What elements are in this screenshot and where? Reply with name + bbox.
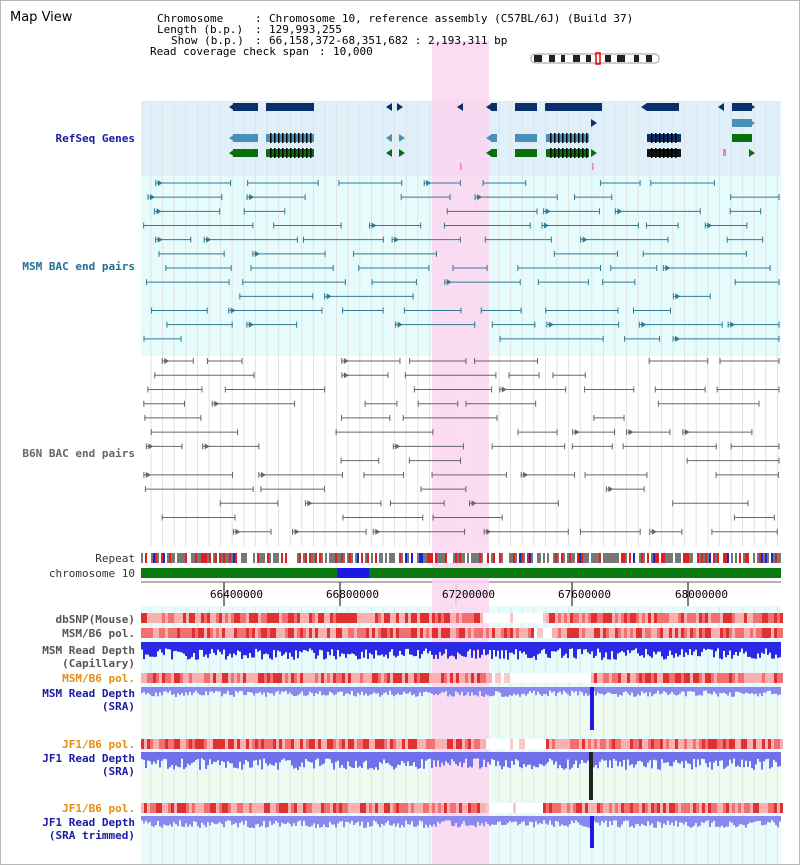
refseq-gene-track: [229, 103, 755, 170]
track-label-msm-depth-sra: MSM Read Depth: [42, 687, 135, 700]
gene-feature: [515, 103, 537, 111]
track-label-msm-b6-pol: MSM/B6 pol.: [62, 627, 135, 640]
track-label-jf1-depth-trim: JF1 Read Depth: [42, 816, 135, 829]
header-coverage-label: Read coverage check span: [150, 45, 309, 58]
ruler-tick-label: 67600000: [558, 588, 611, 601]
track-label-repeat: Repeat: [95, 552, 135, 565]
gene-feature: [233, 103, 258, 111]
gene-feature: [546, 103, 602, 111]
msm-bac-track: [143, 180, 780, 342]
header-length-value: 129,993,255: [269, 23, 342, 36]
header-chromosome-value: Chromosome 10, reference assembly (C57BL…: [269, 12, 634, 25]
gene-feature: [491, 149, 497, 157]
gene-feature: [732, 103, 752, 111]
track-label-msm-b6-pol-2: MSM/B6 pol.: [62, 672, 135, 685]
track-label-msm-depth-cap: MSM Read Depth: [42, 644, 135, 657]
track-label-b6n-bac[interactable]: B6N BAC end pairs: [22, 447, 135, 460]
track-label-msm-depth-cap-sub: (Capillary): [62, 657, 135, 670]
track-label-jf1-depth-sra-sub: (SRA): [101, 765, 135, 778]
track-label-jf1-pol-2: JF1/B6 pol.: [62, 802, 135, 815]
gene-feature: [732, 119, 752, 127]
gene-feature: [732, 134, 752, 142]
chromosome-bar: [141, 568, 781, 578]
gene-feature: [233, 149, 258, 157]
ruler-tick-label: 67200000: [442, 588, 495, 601]
b6n-bac-track: [143, 358, 780, 535]
gene-feature: [515, 149, 537, 157]
track-label-refseq[interactable]: RefSeq Genes: [55, 132, 135, 145]
gene-feature: [491, 134, 497, 142]
track-label-jf1-depth-trim-sub: (SRA trimmed): [48, 829, 135, 842]
header-coverage-value: 10,000: [333, 45, 373, 58]
track-label-msm-depth-sra-sub: (SRA): [101, 700, 135, 713]
chromosome-ideogram: [530, 52, 660, 65]
track-label-dbsnp: dbSNP(Mouse): [55, 613, 135, 626]
header-length-label: Length (b.p.): [157, 23, 244, 36]
page-title: Map View: [10, 10, 73, 25]
ruler-tick-label: 66400000: [210, 588, 263, 601]
track-label-jf1-depth-sra: JF1 Read Depth: [42, 752, 135, 765]
track-label-jf1-pol: JF1/B6 pol.: [62, 738, 135, 751]
gene-feature: [515, 134, 537, 142]
header-show-label: Show (b.p.): [171, 34, 244, 47]
ruler-tick-label: 66800000: [326, 588, 379, 601]
track-label-chromosome: chromosome 10: [48, 567, 135, 580]
selection-highlight: [432, 41, 489, 864]
track-label-msm-bac[interactable]: MSM BAC end pairs: [22, 260, 135, 273]
ideogram-position-marker: [595, 52, 601, 65]
gene-feature: [647, 103, 679, 111]
gene-feature: [491, 103, 497, 111]
gene-feature: [233, 134, 258, 142]
ruler-tick-label: 68000000: [675, 588, 728, 601]
header-show-value: 66,158,372-68,351,682 : 2,193,311 bp: [269, 34, 508, 47]
header-chromosome-label: Chromosome: [157, 12, 224, 25]
gene-feature: [266, 103, 314, 111]
